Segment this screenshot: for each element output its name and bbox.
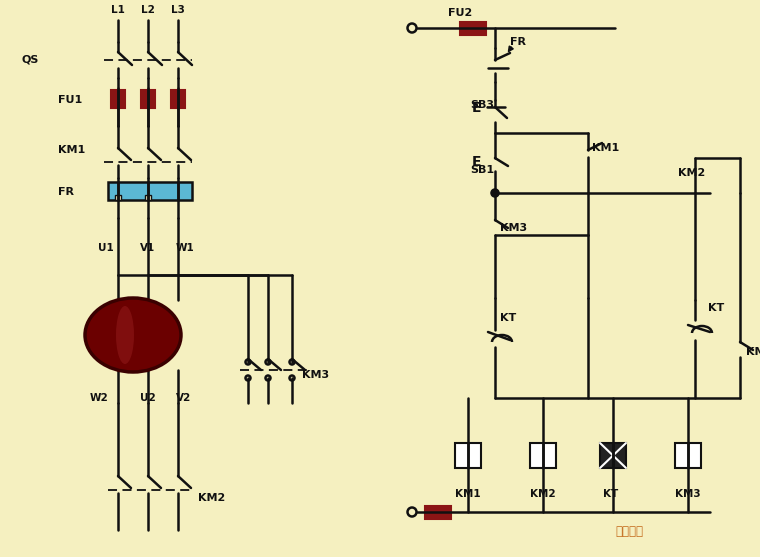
Text: KM1: KM1 — [455, 489, 480, 499]
Bar — [108, 182, 192, 200]
Circle shape — [290, 359, 295, 364]
Text: KM3: KM3 — [746, 347, 760, 357]
Bar — [600, 443, 626, 468]
Circle shape — [265, 375, 271, 380]
Text: KM1: KM1 — [58, 145, 85, 155]
Text: W1: W1 — [176, 243, 195, 253]
Bar — [425, 506, 451, 519]
Bar — [145, 195, 151, 200]
Circle shape — [407, 23, 416, 32]
Circle shape — [245, 359, 251, 364]
Circle shape — [265, 359, 271, 364]
Text: QS: QS — [22, 55, 40, 65]
Text: L3: L3 — [171, 5, 185, 15]
Text: FR: FR — [510, 37, 526, 47]
Text: KT: KT — [500, 313, 516, 323]
Text: SB1: SB1 — [470, 165, 494, 175]
Bar — [171, 90, 185, 108]
Text: FU1: FU1 — [58, 95, 82, 105]
Text: KM2: KM2 — [530, 489, 556, 499]
Ellipse shape — [85, 298, 181, 372]
Text: E: E — [472, 101, 482, 115]
Bar — [460, 22, 486, 35]
Bar — [455, 443, 481, 468]
Text: W2: W2 — [90, 393, 109, 403]
Text: KM2: KM2 — [678, 168, 705, 178]
Text: 技成培训: 技成培训 — [615, 525, 643, 538]
Text: KM1: KM1 — [592, 143, 619, 153]
Text: U1: U1 — [98, 243, 114, 253]
Bar — [141, 90, 155, 108]
Ellipse shape — [116, 306, 134, 364]
Text: SB3: SB3 — [470, 100, 494, 110]
Text: KT: KT — [603, 489, 618, 499]
Circle shape — [492, 189, 499, 197]
Text: U2: U2 — [140, 393, 156, 403]
Text: FR: FR — [58, 187, 74, 197]
Circle shape — [245, 375, 251, 380]
Circle shape — [290, 375, 295, 380]
Bar — [675, 443, 701, 468]
Text: V2: V2 — [176, 393, 192, 403]
Text: KM3: KM3 — [675, 489, 701, 499]
Circle shape — [407, 507, 416, 516]
Text: KT: KT — [708, 303, 724, 313]
Bar — [111, 90, 125, 108]
Text: KM3: KM3 — [302, 370, 329, 380]
Text: KM3: KM3 — [500, 223, 527, 233]
Text: KM2: KM2 — [198, 493, 225, 503]
Bar — [115, 195, 121, 200]
Text: L1: L1 — [111, 5, 125, 15]
Text: FU2: FU2 — [448, 8, 472, 18]
Text: E: E — [472, 155, 482, 169]
Bar — [530, 443, 556, 468]
Text: V1: V1 — [140, 243, 155, 253]
Text: L2: L2 — [141, 5, 155, 15]
